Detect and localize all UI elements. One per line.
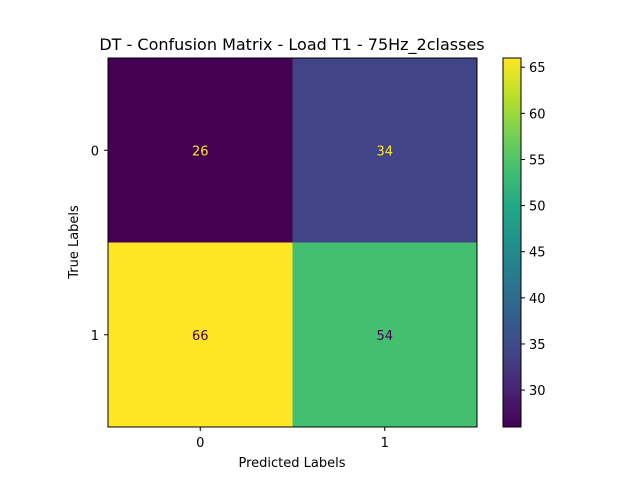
colorbar-ticks: 30 35 40 45 50 55 60 65 [521, 61, 546, 399]
x-axis-label: Predicted Labels [238, 456, 345, 471]
y-axis-label: True Labels [67, 205, 82, 280]
y-axis: 01 [91, 144, 108, 344]
x-tick-label-1: 1 [381, 436, 389, 451]
cell-value-label-0-0: 26 [192, 144, 209, 159]
heatmap-cell-1-1 [292, 242, 477, 427]
heatmap-cell-1-0 [108, 242, 293, 427]
colorbar-tick-label-5: 55 [529, 153, 546, 168]
colorbar-tick-label-4: 50 [529, 200, 546, 215]
colorbar-tick-label-6: 60 [529, 107, 546, 122]
cell-labels: 26 34 66 54 [192, 144, 393, 344]
colorbar-tick-label-3: 45 [529, 246, 546, 261]
heatmap-cell-0-1 [292, 58, 477, 243]
heatmap-cells [108, 58, 477, 427]
heatmap-cell-0-0 [108, 58, 293, 243]
cell-value-label-1-0: 66 [192, 329, 209, 344]
colorbar [502, 57, 522, 428]
y-tick-label-1: 1 [91, 329, 99, 344]
chart-title: DT - Confusion Matrix - Load T1 - 75Hz_2… [99, 35, 484, 55]
colorbar-tick-label-1: 35 [529, 338, 546, 353]
cell-value-label-0-1: 34 [376, 144, 393, 159]
x-tick-label-0: 0 [196, 436, 204, 451]
plot-frame [107, 57, 478, 428]
y-tick-label-0: 0 [91, 144, 99, 159]
cell-value-label-1-1: 54 [376, 329, 393, 344]
colorbar-tick-label-0: 30 [529, 384, 546, 399]
colorbar-tick-label-7: 65 [529, 61, 546, 76]
colorbar-tick-label-2: 40 [529, 292, 546, 307]
